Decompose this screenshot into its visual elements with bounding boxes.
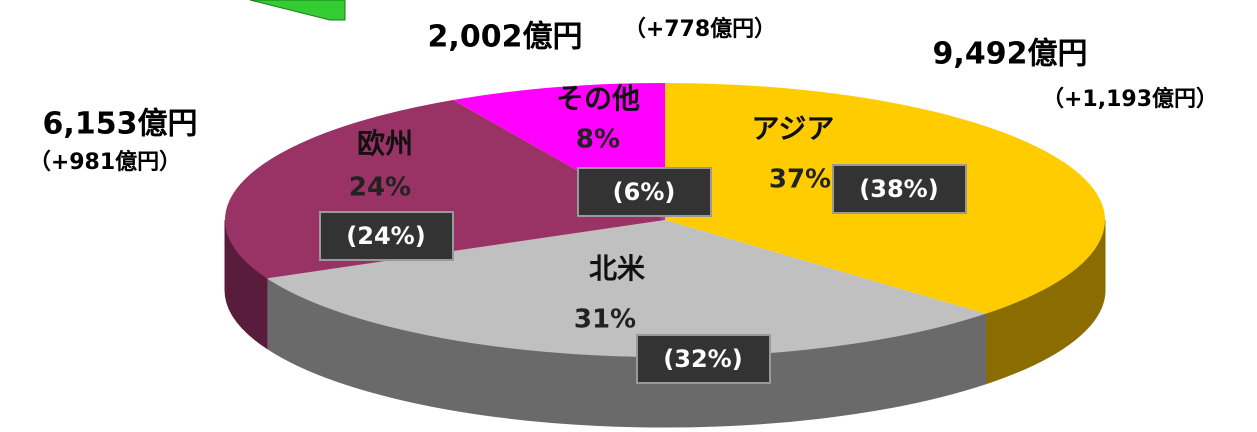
previous-box	[319, 211, 454, 261]
arrow-decoration	[249, 0, 346, 21]
previous-value-label: (24%)	[346, 222, 425, 250]
change-label: （+981億円）	[29, 149, 181, 175]
value-label: 24%	[349, 173, 411, 203]
previous-value-label: (6%)	[613, 178, 676, 206]
change-label: （+1,193億円）	[1042, 86, 1218, 112]
pie-side	[224, 219, 268, 350]
category-label: アジア	[752, 112, 835, 145]
previous-box	[577, 167, 712, 217]
category-label: 北米	[589, 252, 645, 285]
previous-box	[832, 164, 967, 214]
amount-label: 2,002億円	[428, 20, 583, 55]
category-label: その他	[556, 82, 640, 115]
previous-value-label: (38%)	[859, 175, 938, 203]
category-label: 欧州	[357, 127, 413, 160]
amount-label: 6,153億円	[43, 107, 198, 142]
value-label: 37%	[769, 165, 831, 195]
previous-box	[636, 334, 771, 384]
amount-label: 9,492億円	[933, 37, 1088, 72]
previous-value-label: (32%)	[663, 345, 742, 373]
value-label: 31%	[574, 305, 636, 335]
change-label: （+778億円）	[624, 16, 776, 42]
value-label: 8%	[576, 125, 620, 155]
